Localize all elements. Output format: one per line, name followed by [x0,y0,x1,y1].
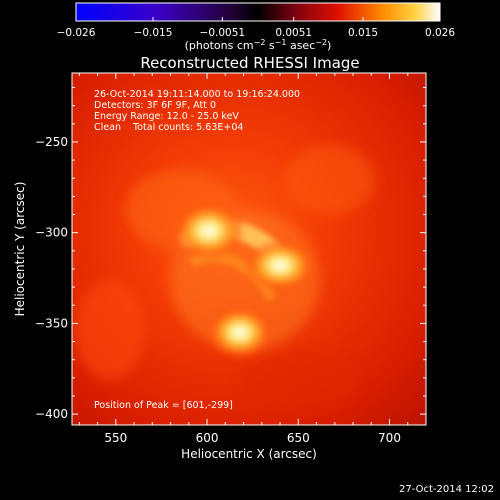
y-tick-label: −300 [35,226,68,240]
info-peak-position: Position of Peak = [601,-299] [94,400,233,411]
colorbar-tick-label: −0.026 [57,27,96,39]
x-tick-label: 550 [104,431,127,445]
emission-source [244,239,316,292]
colorbar-tick-label: 0.015 [348,27,378,39]
info-detectors: Detectors: 3F 6F 9F, Att 0 [94,100,216,111]
heatmap-image [72,73,426,425]
chart-title: Reconstructed RHESSI Image [140,54,359,72]
info-clean-total-counts: Clean Total counts: 5.63E+04 [94,122,243,133]
x-tick-label: 650 [287,431,310,445]
emission-source [206,305,274,360]
y-tick-label: −350 [35,316,68,330]
colorbar-units-label: (photons cm−2 s−1 asec−2) [185,38,332,52]
plot-frame [71,72,427,426]
colorbar-ticks: −0.026 −0.015 −0.0051 0.0051 0.015 0.026 [57,17,455,39]
y-axis-ticks: −250 −300 −350 −400 [35,87,426,421]
info-time-range: 26-Oct-2014 19:11:14.000 to 19:16:24.000 [94,89,300,100]
info-energy-range: Energy Range: 12.0 - 25.0 keV [94,111,239,122]
colorbar-tick-label: 0.0051 [275,27,312,39]
colorbar-tick-label: −0.0051 [200,27,246,39]
x-tick-label: 600 [196,431,219,445]
colorbar-tick-label: −0.015 [134,27,173,39]
colorbar [75,2,441,22]
colorbar-tick-label: 0.026 [425,27,455,39]
x-axis-ticks: 550 600 650 700 [78,73,427,445]
footer-timestamp: 27-Oct-2014 12:02 [399,484,494,495]
x-axis-label: Heliocentric X (arcsec) [181,447,317,461]
emission-source [172,202,245,260]
x-tick-label: 700 [378,431,401,445]
y-tick-label: −400 [35,407,68,421]
y-tick-label: −250 [35,135,68,149]
y-axis-label: Heliocentric Y (arcsec) [13,182,27,317]
